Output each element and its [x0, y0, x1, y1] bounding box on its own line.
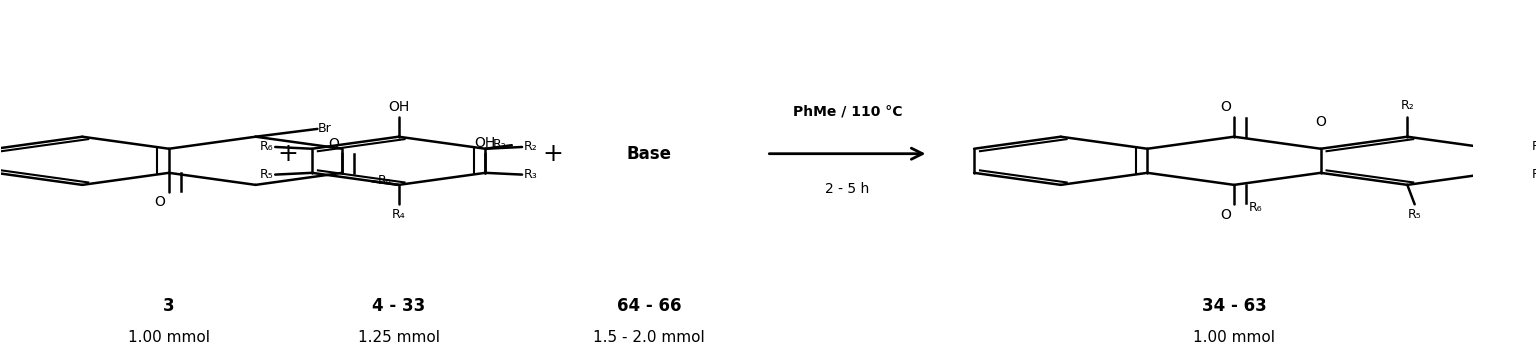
Text: R₄: R₄	[392, 208, 406, 221]
Text: 1.00 mmol: 1.00 mmol	[127, 330, 210, 346]
Text: O: O	[155, 195, 166, 209]
Text: +: +	[278, 142, 298, 166]
Text: R₅: R₅	[260, 168, 273, 181]
Text: PhMe / 110 °C: PhMe / 110 °C	[793, 104, 902, 118]
Text: R₃: R₃	[524, 168, 538, 181]
Text: R₄: R₄	[1533, 168, 1536, 181]
Text: 1.5 - 2.0 mmol: 1.5 - 2.0 mmol	[593, 330, 705, 346]
Text: R₆: R₆	[378, 174, 392, 187]
Text: 34 - 63: 34 - 63	[1201, 297, 1266, 315]
Text: R₅: R₅	[1409, 208, 1421, 221]
Text: 1.25 mmol: 1.25 mmol	[358, 330, 439, 346]
Text: R₂: R₂	[493, 138, 507, 151]
Text: R₆: R₆	[1249, 201, 1263, 214]
Text: Br: Br	[318, 122, 332, 135]
Text: 4 - 33: 4 - 33	[372, 297, 425, 315]
Text: O: O	[1220, 208, 1230, 222]
Text: O: O	[1220, 100, 1230, 114]
Text: R₂: R₂	[524, 140, 538, 154]
Text: 64 - 66: 64 - 66	[616, 297, 680, 315]
Text: 2 - 5 h: 2 - 5 h	[825, 182, 869, 196]
Text: R₃: R₃	[1533, 140, 1536, 154]
Text: O: O	[329, 137, 339, 151]
Text: +: +	[542, 142, 564, 166]
Text: O: O	[1315, 115, 1326, 129]
Text: OH: OH	[475, 136, 496, 150]
Text: R₂: R₂	[1401, 99, 1415, 112]
Text: 3: 3	[163, 297, 175, 315]
Text: OH: OH	[389, 100, 409, 114]
Text: 1.00 mmol: 1.00 mmol	[1193, 330, 1275, 346]
Text: Base: Base	[627, 145, 671, 163]
Text: R₆: R₆	[260, 140, 273, 154]
